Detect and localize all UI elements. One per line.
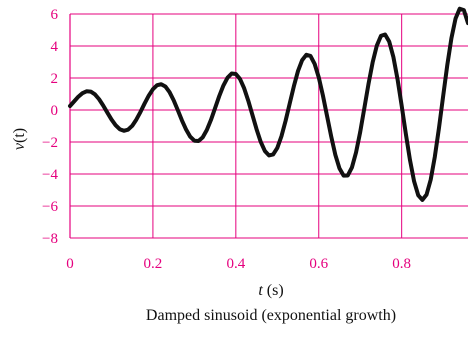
x-tick-label: 0.4 <box>226 256 245 272</box>
x-tick-label: 0.6 <box>309 256 328 272</box>
chart-caption: Damped sinusoid (exponential growth) <box>146 307 396 324</box>
y-axis-argument: (t) <box>11 128 28 143</box>
y-axis-label: v(t) <box>11 128 28 150</box>
x-axis-unit: (s) <box>263 282 284 299</box>
y-tick-label: −4 <box>42 167 58 183</box>
tick-labels: 0 0.2 0.4 0.6 0.8 6 4 2 0 −2 −4 −6 −8 <box>42 7 411 272</box>
y-tick-label: −6 <box>42 199 58 215</box>
y-tick-label: 4 <box>51 39 59 55</box>
x-tick-label: 0.2 <box>144 256 163 272</box>
y-tick-label: 2 <box>51 71 59 87</box>
y-tick-label: 0 <box>51 103 59 119</box>
series-layer <box>68 6 468 202</box>
x-tick-label: 0 <box>66 256 74 272</box>
y-tick-label: −2 <box>42 135 58 151</box>
x-axis-label: t (s) <box>258 282 283 299</box>
x-axis-variable: t <box>258 282 263 299</box>
y-tick-label: −8 <box>42 231 58 247</box>
y-tick-label: 6 <box>51 7 59 23</box>
series-line-0 <box>68 6 468 202</box>
x-tick-label: 0.8 <box>392 256 411 272</box>
y-axis-variable: v <box>11 142 28 150</box>
grid <box>69 13 468 239</box>
